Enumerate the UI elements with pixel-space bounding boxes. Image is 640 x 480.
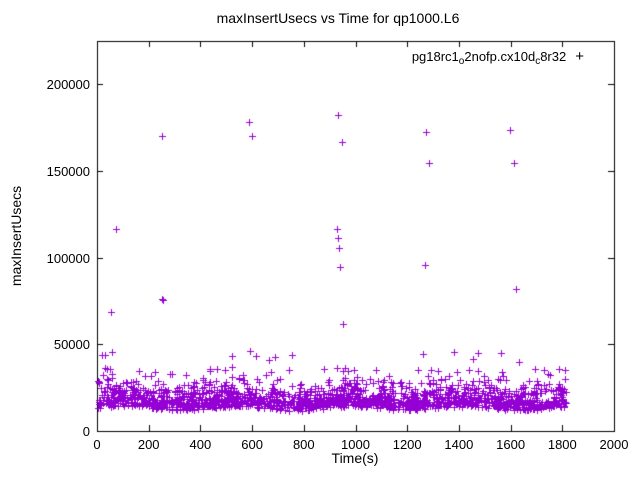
x-tick-label: 1000 — [341, 437, 370, 452]
legend-label-part: 8r32 — [540, 49, 567, 64]
legend-marker-icon: + — [575, 47, 584, 65]
chart-title: maxInsertUsecs vs Time for qp1000.L6 — [216, 10, 460, 26]
x-tick-label: 2000 — [599, 437, 629, 452]
x-tick-label: 200 — [137, 437, 160, 452]
x-tick-label: 1800 — [547, 437, 577, 452]
legend-label-part: 2nofp.cx10d — [464, 49, 536, 64]
x-tick-label: 1400 — [444, 437, 474, 452]
y-tick-label: 200000 — [46, 77, 90, 93]
x-tick-label: 600 — [241, 437, 263, 452]
y-tick-label: 100000 — [46, 250, 90, 266]
x-tick-label: 1200 — [392, 437, 422, 452]
x-tick-label: 1600 — [496, 437, 526, 452]
x-axis-label: Time(s) — [331, 450, 379, 466]
y-tick-label: 0 — [82, 424, 90, 439]
legend-label-part: pg18rc1 — [411, 49, 459, 64]
y-tick-label: 50000 — [53, 337, 90, 353]
x-tick-label: 800 — [292, 437, 315, 452]
y-tick-label: 150000 — [46, 164, 90, 179]
y-axis-label: maxInsertUsecs — [8, 185, 24, 287]
legend-entry: pg18rc1o2nofp.cx10dc8r32 + — [411, 47, 584, 68]
legend-label: pg18rc1o2nofp.cx10dc8r32 — [411, 49, 567, 67]
legend-label-sub: o — [458, 56, 465, 67]
x-tick-label: 0 — [93, 437, 101, 452]
x-tick-label: 400 — [189, 437, 212, 452]
legend-label-sub: c — [535, 56, 541, 67]
